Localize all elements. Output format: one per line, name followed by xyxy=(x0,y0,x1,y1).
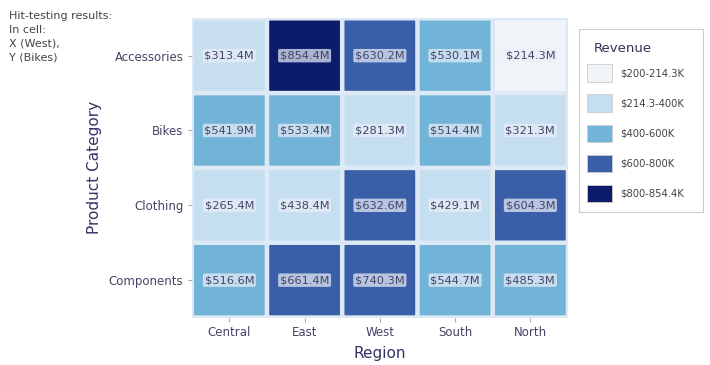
Text: $544.7M: $544.7M xyxy=(430,275,480,285)
Text: Revenue: Revenue xyxy=(594,42,652,55)
FancyBboxPatch shape xyxy=(495,170,566,241)
FancyBboxPatch shape xyxy=(587,64,612,82)
FancyBboxPatch shape xyxy=(344,20,415,91)
Text: Hit-testing results:
In cell:
X (West),
Y (Bikes): Hit-testing results: In cell: X (West), … xyxy=(9,11,112,63)
Text: $281.3M: $281.3M xyxy=(355,126,405,135)
Text: $740.3M: $740.3M xyxy=(355,275,405,285)
Text: $800-854.4K: $800-854.4K xyxy=(620,188,684,199)
X-axis label: Region: Region xyxy=(354,346,406,361)
Text: $530.1M: $530.1M xyxy=(430,51,480,61)
Text: $429.1M: $429.1M xyxy=(430,200,480,210)
FancyBboxPatch shape xyxy=(587,155,612,172)
FancyBboxPatch shape xyxy=(344,95,415,166)
FancyBboxPatch shape xyxy=(495,95,566,166)
Text: $438.4M: $438.4M xyxy=(280,200,329,210)
FancyBboxPatch shape xyxy=(420,20,491,91)
Text: $632.6M: $632.6M xyxy=(355,200,405,210)
Text: $854.4M: $854.4M xyxy=(280,51,329,61)
FancyBboxPatch shape xyxy=(420,170,491,241)
FancyBboxPatch shape xyxy=(269,170,340,241)
FancyBboxPatch shape xyxy=(269,95,340,166)
FancyBboxPatch shape xyxy=(194,245,265,315)
FancyBboxPatch shape xyxy=(269,20,340,91)
Text: $630.2M: $630.2M xyxy=(355,51,405,61)
Text: $533.4M: $533.4M xyxy=(280,126,329,135)
Text: $400-600K: $400-600K xyxy=(620,128,674,138)
FancyBboxPatch shape xyxy=(192,18,568,318)
Text: $200-214.3K: $200-214.3K xyxy=(620,68,684,78)
FancyBboxPatch shape xyxy=(587,95,612,112)
Text: $214.3-400K: $214.3-400K xyxy=(620,98,684,108)
Text: $600-800K: $600-800K xyxy=(620,158,674,168)
Text: $604.3M: $604.3M xyxy=(506,200,555,210)
FancyBboxPatch shape xyxy=(420,245,491,315)
FancyBboxPatch shape xyxy=(194,20,265,91)
Text: $485.3M: $485.3M xyxy=(506,275,555,285)
Text: $514.4M: $514.4M xyxy=(430,126,480,135)
FancyBboxPatch shape xyxy=(344,170,415,241)
FancyBboxPatch shape xyxy=(269,245,340,315)
FancyBboxPatch shape xyxy=(587,124,612,142)
Text: $321.3M: $321.3M xyxy=(506,126,555,135)
FancyBboxPatch shape xyxy=(495,245,566,315)
Text: $265.4M: $265.4M xyxy=(204,200,254,210)
FancyBboxPatch shape xyxy=(420,95,491,166)
Text: $313.4M: $313.4M xyxy=(204,51,254,61)
Text: $661.4M: $661.4M xyxy=(280,275,329,285)
FancyBboxPatch shape xyxy=(495,20,566,91)
Y-axis label: Product Category: Product Category xyxy=(87,101,102,234)
FancyBboxPatch shape xyxy=(194,95,265,166)
FancyBboxPatch shape xyxy=(194,170,265,241)
FancyBboxPatch shape xyxy=(344,245,415,315)
Text: $541.9M: $541.9M xyxy=(204,126,254,135)
Text: $516.6M: $516.6M xyxy=(204,275,254,285)
Text: $214.3M: $214.3M xyxy=(506,51,555,61)
FancyBboxPatch shape xyxy=(587,185,612,202)
